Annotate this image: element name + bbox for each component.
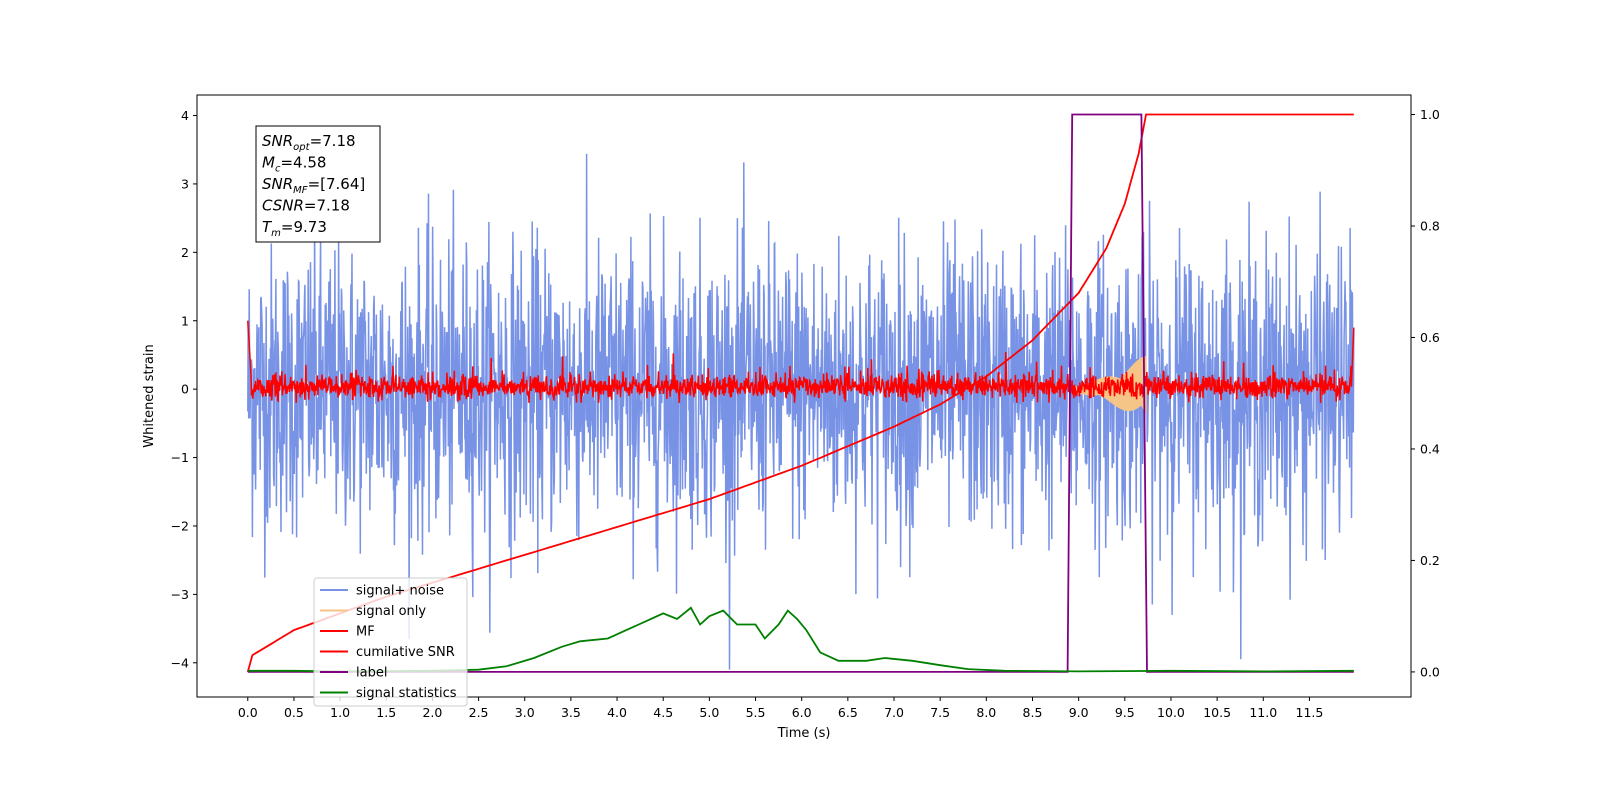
series-mf [247,320,1355,403]
plot-frame [196,94,1412,698]
y-tick-label: −4 [171,655,189,670]
legend-entry: label [356,666,387,681]
legend-entry: MF [356,625,375,640]
x-tick-label: 6.5 [838,705,858,720]
x-tick-label: 11.0 [1249,705,1277,720]
series-signal-statistics [247,606,1354,673]
x-tick-label: 1.5 [376,705,396,720]
y2-tick-label: 0.4 [1420,441,1440,456]
annotation-line: SNRMF=[7.64] [262,175,365,196]
x-tick-label: 5.5 [746,705,766,720]
x-tick-label: 3.0 [515,705,535,720]
y-tick-label: 3 [181,176,189,191]
y-axis-label: Whitened strain [142,344,157,447]
y2-tick-label: 1.0 [1420,107,1440,122]
series-label [247,113,1354,673]
x-tick-label: 2.5 [469,705,489,720]
x-tick-label: 4.0 [607,705,627,720]
x-tick-label: 11.5 [1296,705,1324,720]
legend-entry: signal+ noise [356,584,444,599]
x-tick-label: 0.0 [238,705,258,720]
x-tick-label: 2.0 [422,705,442,720]
y2-tick-label: 0.2 [1420,553,1440,568]
x-tick-label: 1.0 [330,705,350,720]
y2-tick-label: 0.0 [1420,664,1440,679]
axes-layer: 0.0 0.5 1.0 1.5 2.0 2.5 3.0 3.5 4.0 4.5 5.0 5.5 6.0 6… [171,107,1440,720]
x-tick-label: 10.0 [1157,705,1185,720]
x-tick-label: 8.0 [976,705,996,720]
x-tick-label: 9.5 [1115,705,1135,720]
x-tick-label: 3.5 [561,705,581,720]
annotation-frame [255,125,381,243]
x-tick-label: 4.5 [653,705,673,720]
y-tick-label: −1 [171,450,189,465]
x-tick-label: 8.5 [1023,705,1043,720]
x-tick-label: 0.5 [284,705,304,720]
y2-tick-label: 0.6 [1420,330,1440,345]
annotation-line: SNRopt=7.18 [262,132,356,153]
y-tick-label: 0 [181,382,189,397]
legend-entry: signal statistics [356,686,457,701]
y-tick-label: 4 [181,108,189,123]
y-tick-label: 1 [181,313,189,328]
y-tick-label: 2 [181,245,189,260]
y-tick-label: −3 [171,587,189,602]
x-tick-label: 9.0 [1069,705,1089,720]
legend-entry: cumilative SNR [356,645,455,660]
x-tick-label: 7.0 [884,705,904,720]
x-tick-label: 10.5 [1203,705,1231,720]
legend-entry: signal only [356,604,426,619]
y2-tick-label: 0.8 [1420,218,1440,233]
series-signal-only [1068,356,1147,414]
legend: signal+ noise signal only MF cumilative SNR… [313,577,468,707]
annotation-line: Tm=9.73 [262,218,327,239]
legend-frame [313,577,468,707]
annotation-line: CSNR=7.18 [262,197,350,215]
annotation-line: Mc=4.58 [262,154,326,175]
x-axis-label: Time (s) [777,726,831,741]
x-tick-label: 5.0 [699,705,719,720]
x-tick-label: 6.0 [792,705,812,720]
y-tick-label: −2 [171,518,189,533]
x-tick-label: 7.5 [930,705,950,720]
